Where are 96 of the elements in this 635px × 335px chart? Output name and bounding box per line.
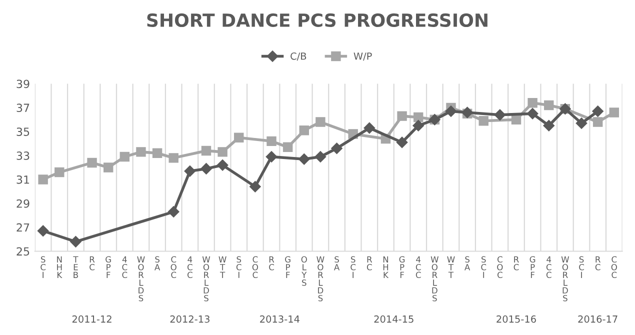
x-tick-label: GPF xyxy=(399,256,405,278)
point xyxy=(136,147,146,157)
point xyxy=(543,120,554,132)
x-tick-label: RC xyxy=(90,256,95,270)
text: 2014-15 xyxy=(374,315,414,323)
y-tick-label: 33 xyxy=(16,152,30,160)
point xyxy=(234,132,244,142)
point xyxy=(168,153,178,163)
point xyxy=(298,154,310,165)
x-tick-label: NHK xyxy=(383,256,389,278)
point xyxy=(413,112,424,122)
x-tick-label: WORLDS xyxy=(430,256,439,302)
point xyxy=(396,136,408,148)
x-tick-label: WORLDS xyxy=(561,256,570,302)
x-tick-label: 4CC xyxy=(416,256,421,278)
x-tick-label: 4CC xyxy=(546,256,552,278)
point xyxy=(592,106,604,117)
point xyxy=(331,142,342,154)
x-tick-label: OLYS xyxy=(301,256,307,286)
point xyxy=(266,136,276,146)
x-tick-label: 4CC xyxy=(187,256,192,278)
x-tick-label: NHK xyxy=(57,256,62,278)
x-tick-label: GPF xyxy=(285,256,290,278)
chart-title: SHORT DANCE PCS PROGRESSION xyxy=(147,13,488,28)
point xyxy=(200,163,212,174)
x-tick-label: SCI xyxy=(350,256,356,278)
point xyxy=(120,152,130,162)
point xyxy=(397,111,407,121)
x-tick-label: GPF xyxy=(106,256,111,278)
point xyxy=(218,147,228,157)
x-tick-label: SA xyxy=(464,256,470,270)
point xyxy=(184,165,196,177)
legend-label: C/B xyxy=(290,52,306,61)
x-tick-label: RC xyxy=(595,256,600,270)
x-tick-label: COC xyxy=(252,256,258,278)
point xyxy=(511,114,522,125)
x-tick-label: WTT xyxy=(218,256,226,278)
y-tick-label: 37 xyxy=(16,104,30,112)
point xyxy=(168,206,180,218)
point xyxy=(54,167,64,178)
x-tick-label: WORLDS xyxy=(137,256,145,302)
point xyxy=(216,160,228,171)
point xyxy=(494,109,506,120)
point xyxy=(316,117,326,127)
x-tick-label: GPF xyxy=(530,256,536,278)
x-tick-label: WORLDS xyxy=(202,256,210,302)
point xyxy=(266,151,278,162)
point xyxy=(38,174,48,184)
point xyxy=(576,118,588,129)
text: 2015-16 xyxy=(496,315,536,323)
point xyxy=(526,108,538,120)
y-tick-label: 35 xyxy=(16,128,30,136)
y-tick-label: 31 xyxy=(16,175,30,184)
point xyxy=(364,122,376,134)
point xyxy=(544,100,554,110)
legend-label: W/P xyxy=(354,52,372,61)
point xyxy=(201,146,212,156)
x-tick-label: COC xyxy=(170,256,176,278)
y-tick-label: 25 xyxy=(16,247,30,256)
y-tick-label: 39 xyxy=(16,80,30,88)
x-tick-label: SCI xyxy=(40,256,46,278)
point xyxy=(478,116,488,126)
point xyxy=(70,236,82,248)
point xyxy=(314,151,326,162)
text: 2013-14 xyxy=(260,315,300,323)
text: 2016-17 xyxy=(578,315,618,323)
x-tick-label: RC xyxy=(366,256,372,270)
text: 2012-13 xyxy=(170,315,210,323)
x-tick-label: COC xyxy=(611,256,617,278)
x-tick-label: TEB xyxy=(73,256,78,278)
point xyxy=(103,162,114,172)
text: 2011-12 xyxy=(72,315,112,323)
x-tick-label: WORLDS xyxy=(316,256,324,302)
x-tick-label: SCI xyxy=(481,256,486,278)
x-tick-label: WTT xyxy=(447,256,455,278)
point xyxy=(152,148,162,158)
x-tick-label: RC xyxy=(269,256,274,270)
point xyxy=(592,117,603,127)
point xyxy=(445,106,457,117)
x-tick-label: 4CC xyxy=(122,256,128,278)
point xyxy=(250,181,261,192)
x-tick-label: SCI xyxy=(579,256,584,278)
x-tick-label: SA xyxy=(154,256,160,270)
y-tick-label: 27 xyxy=(16,223,30,232)
x-tick-label: SA xyxy=(334,256,340,270)
x-tick-label: SCI xyxy=(236,256,242,278)
point xyxy=(609,108,620,118)
point xyxy=(299,126,309,136)
point xyxy=(37,225,49,237)
x-tick-label: RC xyxy=(514,256,519,270)
x-tick-label: COC xyxy=(497,256,503,278)
point xyxy=(87,158,97,168)
y-tick-label: 29 xyxy=(16,199,30,208)
point xyxy=(282,142,293,152)
point xyxy=(528,98,538,108)
point xyxy=(412,120,424,132)
